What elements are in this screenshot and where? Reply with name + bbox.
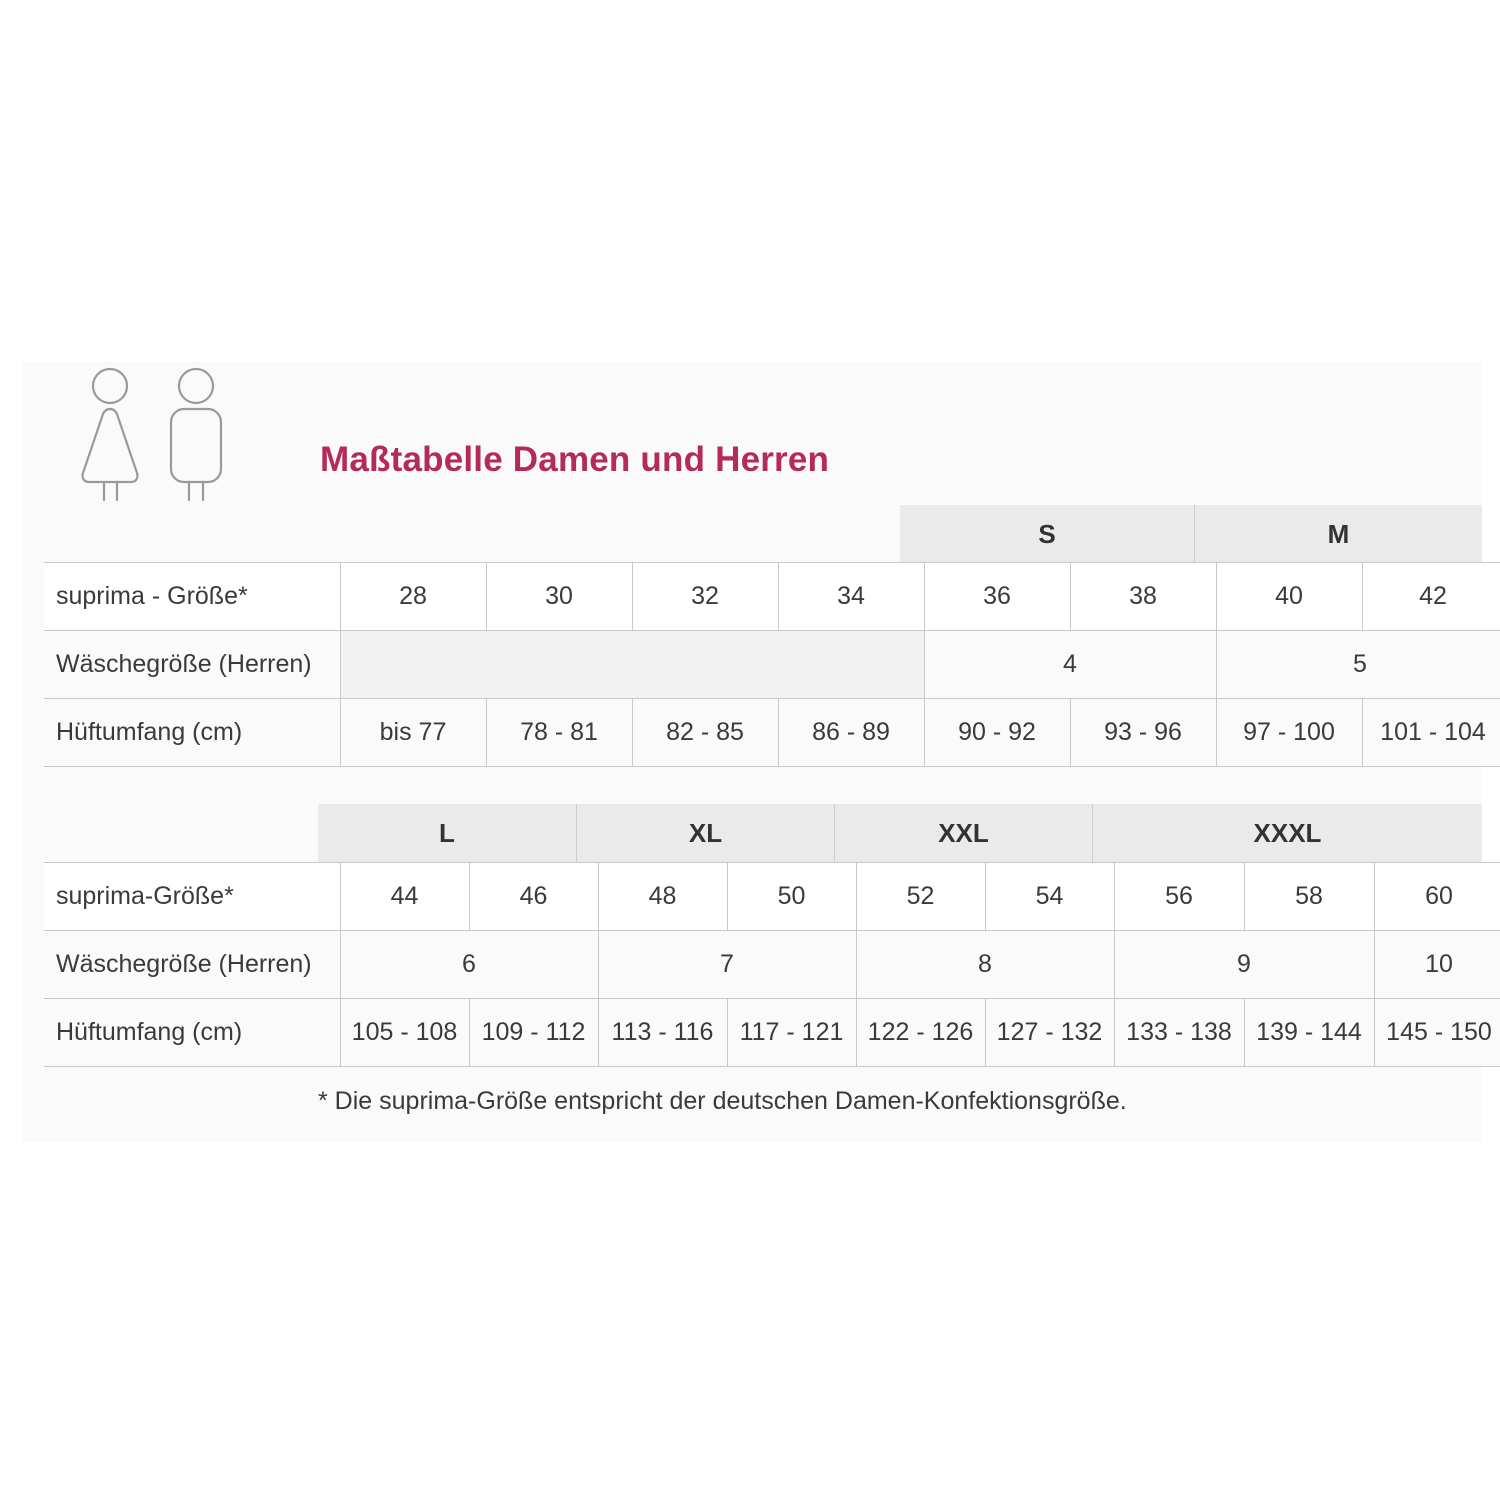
- cell-underwear-empty: [339, 630, 925, 699]
- cell-hip: 133 - 138: [1113, 998, 1245, 1067]
- cell-size: 28: [339, 562, 487, 631]
- cell-underwear-size: 7: [597, 930, 857, 999]
- table-row-suprima-size: suprima-Größe* 44 46 48 50 52 54 56 58 6…: [44, 862, 1500, 931]
- cell-size: 44: [339, 862, 470, 931]
- cell-size: 50: [726, 862, 857, 931]
- cell-size: 34: [777, 562, 925, 631]
- cell-size: 46: [468, 862, 599, 931]
- cell-underwear-size: 4: [923, 630, 1217, 699]
- table-row-underwear-size: Wäschegröße (Herren) 6 7 8 9 10: [44, 930, 1500, 999]
- size-band-xl: XL: [576, 804, 834, 862]
- cell-size: 54: [984, 862, 1115, 931]
- cell-hip: bis 77: [339, 698, 487, 767]
- table-row-underwear-size: Wäschegröße (Herren) 4 5: [44, 630, 1500, 699]
- footnote: * Die suprima-Größe entspricht der deuts…: [318, 1087, 1127, 1115]
- cell-size: 36: [923, 562, 1071, 631]
- cell-hip: 101 - 104: [1361, 698, 1500, 767]
- woman-pictogram-icon: [81, 367, 139, 502]
- cell-size: 60: [1373, 862, 1500, 931]
- cell-underwear-size: 6: [339, 930, 599, 999]
- size-band-row-2: L XL XXL XXXL: [318, 804, 1482, 862]
- cell-size: 48: [597, 862, 728, 931]
- cell-hip: 86 - 89: [777, 698, 925, 767]
- size-band-row-1: S M: [900, 505, 1482, 563]
- cell-hip: 127 - 132: [984, 998, 1115, 1067]
- cell-underwear-size: 10: [1373, 930, 1500, 999]
- size-chart-panel: Maßtabelle Damen und Herren S M suprima …: [22, 362, 1500, 1142]
- cell-size: 40: [1215, 562, 1363, 631]
- cell-hip: 113 - 116: [597, 998, 728, 1067]
- cell-hip: 109 - 112: [468, 998, 599, 1067]
- cell-hip: 145 - 150: [1373, 998, 1500, 1067]
- cell-size: 58: [1243, 862, 1375, 931]
- cell-hip: 78 - 81: [485, 698, 633, 767]
- cell-hip: 90 - 92: [923, 698, 1071, 767]
- cell-size: 30: [485, 562, 633, 631]
- cell-size: 42: [1361, 562, 1500, 631]
- row-label-suprima-size: suprima-Größe*: [44, 862, 340, 931]
- size-band-xxl: XXL: [834, 804, 1092, 862]
- cell-hip: 122 - 126: [855, 998, 986, 1067]
- measurement-table-1: suprima - Größe* 28 30 32 34 36 38 40 42…: [44, 562, 1500, 767]
- cell-size: 32: [631, 562, 779, 631]
- cell-size: 52: [855, 862, 986, 931]
- size-band-s: S: [900, 505, 1194, 563]
- row-label-underwear-size: Wäschegröße (Herren): [44, 630, 340, 699]
- cell-hip: 97 - 100: [1215, 698, 1363, 767]
- chart-header: Maßtabelle Damen und Herren: [22, 362, 1482, 502]
- table-row-hip-circumference: Hüftumfang (cm) bis 77 78 - 81 82 - 85 8…: [44, 698, 1500, 767]
- cell-size: 38: [1069, 562, 1217, 631]
- cell-hip: 105 - 108: [339, 998, 470, 1067]
- cell-size: 56: [1113, 862, 1245, 931]
- cell-underwear-size: 8: [855, 930, 1115, 999]
- row-label-underwear-size: Wäschegröße (Herren): [44, 930, 340, 999]
- size-band-m: M: [1194, 505, 1482, 563]
- cell-hip: 93 - 96: [1069, 698, 1217, 767]
- measurement-table-2: suprima-Größe* 44 46 48 50 52 54 56 58 6…: [44, 862, 1500, 1067]
- cell-hip: 117 - 121: [726, 998, 857, 1067]
- cell-underwear-size: 5: [1215, 630, 1500, 699]
- size-band-l: L: [318, 804, 576, 862]
- size-band-xxxl: XXXL: [1092, 804, 1482, 862]
- row-label-hip-circumference: Hüftumfang (cm): [44, 998, 340, 1067]
- man-pictogram-icon: [169, 367, 223, 502]
- row-label-hip-circumference: Hüftumfang (cm): [44, 698, 340, 767]
- cell-hip: 139 - 144: [1243, 998, 1375, 1067]
- row-label-suprima-size: suprima - Größe*: [44, 562, 340, 631]
- cell-hip: 82 - 85: [631, 698, 779, 767]
- cell-underwear-size: 9: [1113, 930, 1375, 999]
- page-title: Maßtabelle Damen und Herren: [320, 440, 830, 479]
- table-row-suprima-size: suprima - Größe* 28 30 32 34 36 38 40 42: [44, 562, 1500, 631]
- table-row-hip-circumference: Hüftumfang (cm) 105 - 108 109 - 112 113 …: [44, 998, 1500, 1067]
- pictogram-group: [72, 366, 252, 502]
